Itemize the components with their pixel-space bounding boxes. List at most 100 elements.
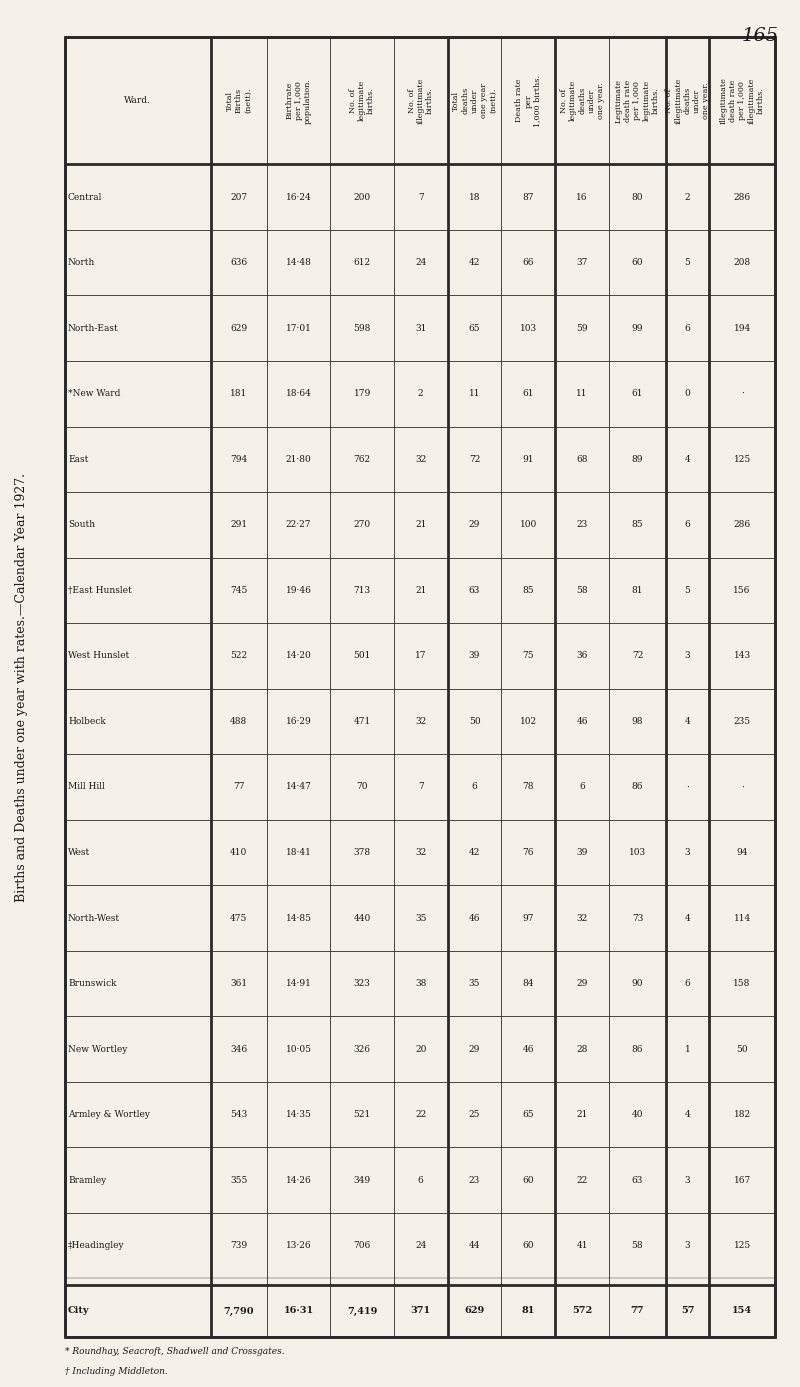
Text: 612: 612 [354,258,370,268]
Text: 3: 3 [685,847,690,857]
Text: 39: 39 [577,847,588,857]
Text: ·: · [741,390,743,398]
Text: Total
Births
(nett).: Total Births (nett). [226,87,252,114]
Text: 81: 81 [522,1307,535,1315]
Text: 73: 73 [632,914,643,922]
Text: 11: 11 [469,390,480,398]
Text: City: City [68,1307,90,1315]
Text: Bramley: Bramley [68,1176,106,1184]
Text: 154: 154 [732,1307,752,1315]
Text: 323: 323 [354,979,370,988]
Text: Central: Central [68,193,102,201]
Text: 6: 6 [472,782,478,792]
Text: 16·31: 16·31 [283,1307,314,1315]
Text: Mill Hill: Mill Hill [68,782,105,792]
Text: 23: 23 [469,1176,480,1184]
Text: 78: 78 [522,782,534,792]
Text: 77: 77 [233,782,245,792]
Text: No. of
legitimate
deaths
under
one year.: No. of legitimate deaths under one year. [560,80,605,121]
Text: 24: 24 [415,1241,426,1250]
Text: 18·64: 18·64 [286,390,311,398]
Text: 99: 99 [632,323,643,333]
Text: 17: 17 [415,652,426,660]
Text: No. of
legitimate
births.: No. of legitimate births. [349,80,375,121]
Text: ·: · [741,782,743,792]
Text: 326: 326 [354,1044,370,1054]
Text: 91: 91 [522,455,534,463]
Text: 361: 361 [230,979,247,988]
Text: 94: 94 [736,847,748,857]
Text: 4: 4 [685,455,690,463]
Text: Total
deaths
under
one year
(nett).: Total deaths under one year (nett). [452,83,497,118]
Text: 22·27: 22·27 [286,520,311,530]
Text: 572: 572 [572,1307,592,1315]
Text: Births and Deaths under one year with rates.—Calendar Year 1927.: Births and Deaths under one year with ra… [15,473,29,902]
Text: 371: 371 [410,1307,431,1315]
Text: 36: 36 [577,652,588,660]
Text: ‡Headingley: ‡Headingley [68,1241,125,1250]
Text: 103: 103 [629,847,646,857]
Text: 86: 86 [632,1044,643,1054]
Text: 61: 61 [632,390,643,398]
Text: 65: 65 [522,1110,534,1119]
Text: 3: 3 [685,1241,690,1250]
Text: † Including Middleton.: † Including Middleton. [65,1368,168,1376]
Text: 521: 521 [354,1110,370,1119]
Text: South: South [68,520,95,530]
Text: 3: 3 [685,652,690,660]
Text: 349: 349 [354,1176,370,1184]
Text: Ward.: Ward. [125,96,151,105]
Text: 270: 270 [354,520,370,530]
Text: 16: 16 [577,193,588,201]
Text: North: North [68,258,95,268]
Text: 46: 46 [469,914,480,922]
Text: 50: 50 [736,1044,748,1054]
Text: 60: 60 [522,1176,534,1184]
Text: 181: 181 [230,390,247,398]
Text: 39: 39 [469,652,480,660]
Text: 13·26: 13·26 [286,1241,311,1250]
Text: 235: 235 [734,717,750,725]
Text: 38: 38 [415,979,426,988]
Text: 410: 410 [230,847,247,857]
Text: 4: 4 [685,1110,690,1119]
Text: 4: 4 [685,717,690,725]
Text: 70: 70 [356,782,368,792]
Text: 14·48: 14·48 [286,258,311,268]
Text: 739: 739 [230,1241,247,1250]
Text: 543: 543 [230,1110,247,1119]
Text: 21: 21 [577,1110,588,1119]
Text: 44: 44 [469,1241,480,1250]
Text: 158: 158 [734,979,751,988]
Text: 18·41: 18·41 [286,847,311,857]
Text: North-East: North-East [68,323,118,333]
Text: 7,790: 7,790 [223,1307,254,1315]
Text: 165: 165 [742,26,778,44]
Text: 66: 66 [522,258,534,268]
Text: 32: 32 [415,455,426,463]
Text: 46: 46 [577,717,588,725]
Text: 31: 31 [415,323,426,333]
Text: 29: 29 [577,979,588,988]
Text: 14·35: 14·35 [286,1110,311,1119]
Text: 32: 32 [577,914,588,922]
Text: 16·24: 16·24 [286,193,311,201]
Text: 5: 5 [685,258,690,268]
Text: 2: 2 [685,193,690,201]
Text: 14·20: 14·20 [286,652,311,660]
Text: 355: 355 [230,1176,247,1184]
Text: New Wortley: New Wortley [68,1044,127,1054]
Text: 2: 2 [418,390,423,398]
Text: 86: 86 [632,782,643,792]
Text: 475: 475 [230,914,247,922]
Text: 6: 6 [685,323,690,333]
Text: 65: 65 [469,323,480,333]
Text: 58: 58 [632,1241,643,1250]
Text: 471: 471 [354,717,370,725]
Text: 59: 59 [576,323,588,333]
Text: 378: 378 [354,847,370,857]
Text: 629: 629 [465,1307,485,1315]
Text: 29: 29 [469,520,480,530]
Text: 87: 87 [522,193,534,201]
Text: 90: 90 [632,979,643,988]
